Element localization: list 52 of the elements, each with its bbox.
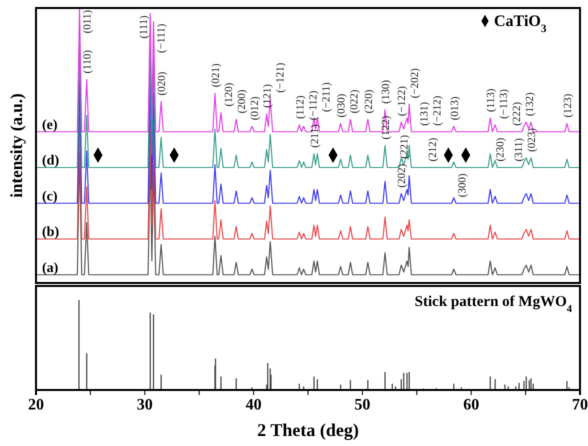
series-label: (c): [42, 189, 58, 204]
x-tick-label: 60: [463, 396, 480, 414]
annotation: (−212): [431, 95, 444, 126]
annotation: (222): [511, 102, 524, 126]
annotation: (011): [82, 10, 94, 34]
series-label: (b): [42, 225, 60, 240]
x-tick-label: 30: [136, 396, 153, 414]
annotation: (130): [380, 80, 392, 104]
annotation: (200): [236, 89, 248, 114]
annotation: (123): [562, 93, 574, 118]
annotation: (−113): [498, 88, 510, 119]
annotation: (122): [380, 115, 392, 140]
annotation: (021): [210, 63, 222, 88]
annotation: (131): [418, 102, 430, 126]
legend-label: CaTiO$_{3}$: [494, 13, 547, 35]
annotation: (020): [156, 71, 168, 96]
annotation: (022): [348, 89, 361, 114]
annotation: (221): [398, 134, 411, 159]
annotation: (300): [456, 173, 468, 198]
annotation: (120): [222, 82, 235, 106]
x-tick-label: 70: [572, 396, 588, 414]
annotation: (202): [396, 163, 408, 188]
annotation: (−121): [274, 62, 287, 93]
x-tick-label: 50: [354, 396, 370, 414]
annotation: (121): [262, 84, 274, 108]
annotation: (023): [526, 128, 538, 152]
annotation: (012): [248, 96, 261, 120]
annotation: (−111): [156, 23, 168, 53]
annotation: (211): [308, 124, 321, 148]
annotation: (−202): [409, 68, 422, 98]
annotation: (111): [138, 15, 150, 39]
annotation: (−122): [396, 86, 408, 116]
series-label: (a): [42, 260, 59, 276]
series-label: (d): [42, 154, 60, 168]
annotation: (030): [336, 93, 348, 118]
x-tick-label: 20: [28, 396, 44, 414]
annotation: (311): [512, 138, 525, 162]
series-label: (e): [42, 118, 58, 133]
annotation: (−112): [307, 90, 320, 120]
annotation: Stick pattern of MgWO$_{4}$: [414, 294, 573, 314]
annotation: (212): [427, 137, 440, 162]
x-axis-title: 2 Theta (deg): [257, 420, 359, 440]
annotation: (132): [524, 92, 536, 116]
annotation: (220): [362, 89, 375, 114]
annotation: (013): [448, 96, 461, 120]
annotation: (−211): [320, 82, 332, 112]
annotation: (113): [485, 88, 498, 112]
annotation: (230): [494, 137, 506, 162]
x-tick-label: 40: [246, 396, 262, 414]
annotation: (110): [82, 50, 94, 74]
annotation: (112): [294, 95, 306, 119]
y-axis-title: intensity (a.u.): [7, 93, 26, 198]
